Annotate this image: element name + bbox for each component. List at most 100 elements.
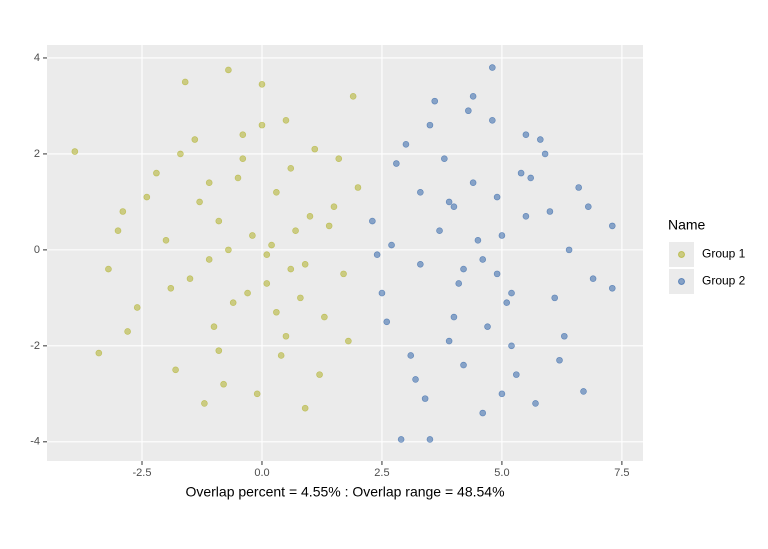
point xyxy=(306,212,314,220)
point xyxy=(330,203,338,210)
point xyxy=(172,366,179,374)
point xyxy=(301,404,309,412)
x-axis-label: Overlap percent = 4.55% : Overlap range … xyxy=(185,484,504,500)
point xyxy=(220,380,227,388)
point xyxy=(282,117,290,124)
point xyxy=(340,270,347,278)
point xyxy=(455,280,463,287)
point xyxy=(239,155,247,163)
point xyxy=(273,189,280,196)
point xyxy=(287,265,295,273)
point xyxy=(489,117,496,124)
point xyxy=(407,352,415,359)
point xyxy=(349,93,357,100)
point xyxy=(541,150,549,158)
point xyxy=(551,294,559,302)
point xyxy=(119,208,127,215)
point xyxy=(580,388,587,395)
plot-panel xyxy=(47,45,643,461)
point xyxy=(402,141,410,148)
point xyxy=(105,265,112,273)
point xyxy=(162,236,170,244)
y-tick-label: -2 xyxy=(30,340,40,352)
point xyxy=(301,260,309,268)
point xyxy=(186,275,194,282)
point xyxy=(258,81,266,88)
point xyxy=(517,169,525,177)
point xyxy=(608,222,616,230)
point xyxy=(253,390,261,398)
point xyxy=(225,66,232,74)
point xyxy=(522,212,530,220)
point xyxy=(263,280,271,287)
point xyxy=(412,376,419,383)
point xyxy=(191,136,199,143)
point xyxy=(311,145,319,153)
point xyxy=(215,217,223,225)
point xyxy=(608,284,616,292)
point xyxy=(469,179,477,187)
x-tick-label: -2.5 xyxy=(133,467,152,479)
point xyxy=(498,390,506,398)
point xyxy=(421,395,429,402)
point xyxy=(196,198,203,206)
point xyxy=(383,318,391,326)
point xyxy=(565,246,573,254)
x-tick-label: 7.5 xyxy=(614,467,629,479)
point xyxy=(167,284,175,292)
point xyxy=(479,409,487,417)
point xyxy=(95,349,103,357)
point xyxy=(484,323,491,330)
point xyxy=(493,193,501,201)
point xyxy=(263,251,271,258)
y-tick-label: 2 xyxy=(34,148,40,160)
point xyxy=(205,256,213,263)
point xyxy=(589,275,597,282)
point xyxy=(345,337,352,345)
point xyxy=(239,131,247,139)
legend-marker xyxy=(678,278,685,285)
point xyxy=(575,184,582,191)
point xyxy=(205,179,213,187)
point xyxy=(369,217,376,225)
point xyxy=(460,361,467,369)
point xyxy=(527,174,535,182)
point xyxy=(426,121,434,129)
point xyxy=(450,203,458,210)
point xyxy=(316,371,323,378)
point xyxy=(445,198,453,206)
point xyxy=(373,251,381,258)
point xyxy=(513,371,520,378)
point xyxy=(436,227,443,234)
point xyxy=(292,227,299,234)
point xyxy=(460,265,467,273)
point xyxy=(474,236,482,244)
point xyxy=(469,93,477,100)
point xyxy=(229,299,237,306)
point xyxy=(498,232,506,239)
point xyxy=(503,299,511,306)
point xyxy=(210,323,218,330)
point xyxy=(479,256,487,263)
legend-title: Name xyxy=(668,217,706,233)
point xyxy=(508,289,515,297)
point xyxy=(426,436,434,443)
legend-marker xyxy=(678,251,685,258)
point xyxy=(297,294,304,302)
point xyxy=(397,436,405,443)
point xyxy=(282,332,290,340)
point xyxy=(445,337,453,345)
point xyxy=(431,97,439,105)
point xyxy=(124,328,131,335)
point xyxy=(201,400,208,407)
point xyxy=(417,189,424,196)
point xyxy=(258,121,266,129)
point xyxy=(393,160,400,167)
point xyxy=(234,174,242,182)
point xyxy=(546,208,554,215)
x-tick-label: 0.0 xyxy=(254,467,269,479)
legend-key xyxy=(669,269,694,294)
point xyxy=(508,342,515,350)
